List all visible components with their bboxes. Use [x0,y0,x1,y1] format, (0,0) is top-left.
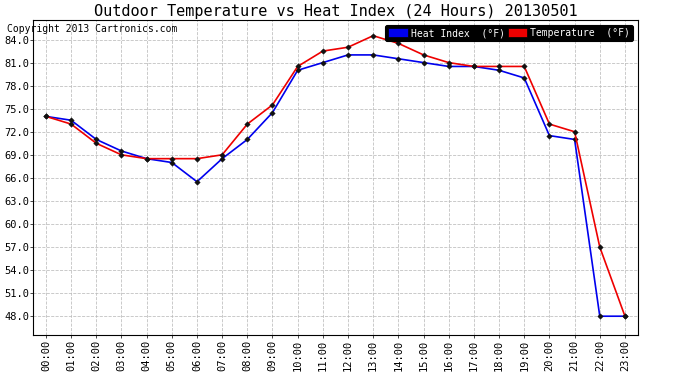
Text: Copyright 2013 Cartronics.com: Copyright 2013 Cartronics.com [7,24,177,34]
Title: Outdoor Temperature vs Heat Index (24 Hours) 20130501: Outdoor Temperature vs Heat Index (24 Ho… [94,4,578,19]
Legend: Heat Index  (°F), Temperature  (°F): Heat Index (°F), Temperature (°F) [385,25,633,41]
